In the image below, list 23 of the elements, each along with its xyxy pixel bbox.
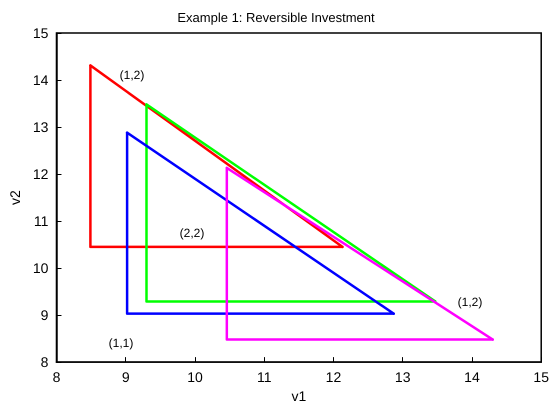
x-tick-label: 8 (52, 369, 61, 386)
x-tick-label: 14 (464, 369, 480, 386)
annotation: (1,1) (108, 336, 134, 350)
annotation: (2,2) (180, 226, 204, 240)
y-tick-label: 9 (40, 307, 49, 324)
y-tick-label: 12 (32, 166, 49, 182)
y-tick-label: 11 (34, 213, 49, 230)
x-tick-label: 13 (394, 369, 411, 386)
y-axis-title: v2 (7, 190, 23, 205)
x-tick-label: 9 (122, 369, 130, 386)
x-tick-label: 10 (187, 369, 203, 386)
y-tick-label: 15 (32, 25, 49, 41)
y-tick-label: 8 (40, 354, 49, 370)
y-tick-label: 13 (32, 119, 49, 136)
x-axis-title: v1 (291, 388, 306, 404)
annotation: (1,2) (458, 295, 482, 309)
x-tick-label: 15 (533, 369, 550, 386)
y-tick-label: 14 (32, 72, 49, 88)
annotation: (1,2) (120, 68, 144, 82)
x-tick-label: 11 (256, 369, 272, 386)
x-tick-label: 12 (326, 369, 342, 386)
y-tick-label: 10 (32, 260, 49, 276)
chart-title: Example 1: Reversible Investment (177, 10, 376, 25)
